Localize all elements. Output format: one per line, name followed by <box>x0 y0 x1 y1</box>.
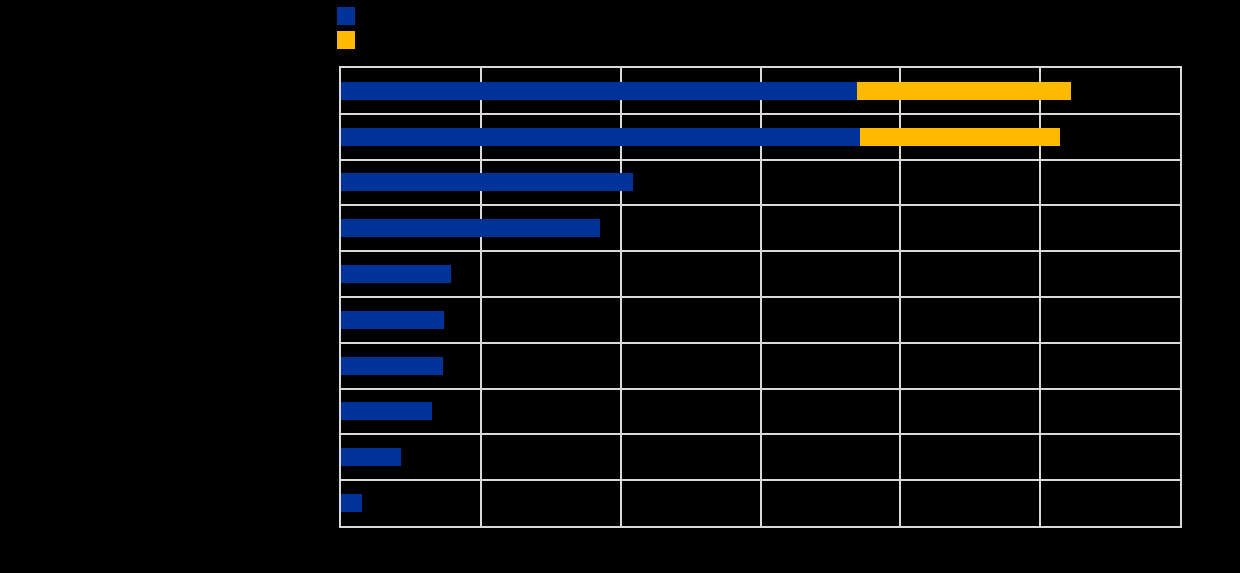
bar-row <box>341 480 1180 526</box>
bar-segment-series-2 <box>857 82 1071 100</box>
bar-segment-series-1 <box>341 82 857 100</box>
bar-row <box>341 297 1180 343</box>
bar-segment-series-1 <box>341 357 443 375</box>
bar-segment-series-1 <box>341 219 600 237</box>
bar-segment-series-1 <box>341 402 432 420</box>
legend-swatch-icon <box>337 7 355 25</box>
bar-segment-series-1 <box>341 448 401 466</box>
bar-segment-series-1 <box>341 173 633 191</box>
bar-segment-series-1 <box>341 494 362 512</box>
bar-row <box>341 68 1180 114</box>
bar-row <box>341 251 1180 297</box>
bar-row <box>341 205 1180 251</box>
bar-row <box>341 434 1180 480</box>
bar-row <box>341 114 1180 160</box>
bar-row <box>341 389 1180 435</box>
bars-layer <box>341 68 1180 526</box>
legend <box>337 7 363 49</box>
bar-row <box>341 160 1180 206</box>
legend-swatch-icon <box>337 31 355 49</box>
bar-row <box>341 343 1180 389</box>
legend-item-1 <box>337 7 363 25</box>
bar-segment-series-1 <box>341 128 860 146</box>
bar-segment-series-1 <box>341 311 444 329</box>
legend-item-2 <box>337 31 363 49</box>
bar-segment-series-2 <box>860 128 1060 146</box>
chart-canvas <box>0 0 1240 573</box>
bar-segment-series-1 <box>341 265 451 283</box>
plot-area <box>339 66 1182 528</box>
